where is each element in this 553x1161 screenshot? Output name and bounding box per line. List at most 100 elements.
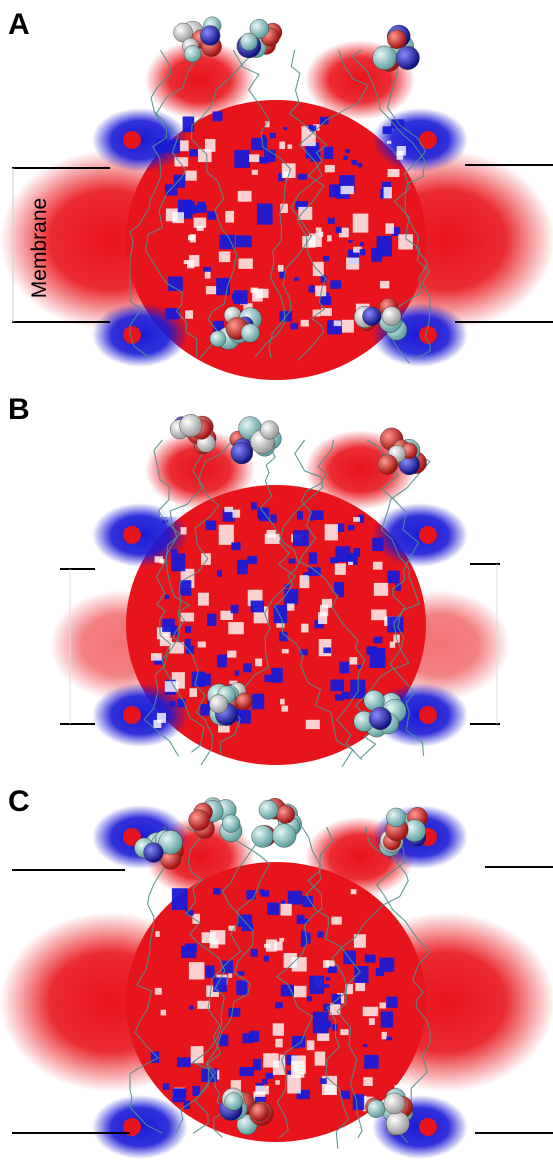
neutral-speckle (237, 190, 252, 202)
neutral-speckle (180, 612, 195, 622)
positive-speckle (200, 704, 210, 716)
negative-cap-left (145, 40, 255, 120)
positive-speckle (330, 557, 338, 564)
neutral-speckle (340, 1029, 349, 1036)
positive-speckle (284, 589, 299, 605)
positive-speckle (261, 890, 270, 897)
positive-speckle (336, 523, 345, 532)
neutral-speckle (159, 559, 165, 564)
residue-cluster (209, 306, 262, 350)
neutral-speckle (323, 960, 330, 968)
positive-speckle (382, 181, 392, 192)
positive-speckle (236, 980, 248, 996)
backbone-chain (331, 826, 409, 1138)
neutral-speckle (291, 957, 307, 972)
neutral-speckle (220, 610, 233, 620)
negative-spot (419, 1118, 437, 1136)
backbone-chain (205, 826, 264, 1138)
atom-sphere (179, 414, 203, 438)
neutral-speckle (272, 1060, 286, 1075)
negative-spot (123, 706, 141, 724)
neutral-speckle (385, 223, 395, 234)
positive-speckle (239, 709, 251, 724)
positive-speckle (238, 971, 245, 976)
positive-speckle (249, 1030, 260, 1043)
neutral-speckle (279, 141, 286, 150)
positive-speckle (301, 918, 309, 924)
space-filling-residues (169, 414, 427, 738)
neutral-speckle (180, 527, 187, 535)
neutral-speckle (306, 1040, 315, 1051)
positive-speckle (308, 552, 318, 565)
neutral-speckle (312, 261, 324, 277)
neutral-speckle (321, 598, 332, 608)
neutral-speckle (398, 234, 413, 250)
atom-sphere (276, 804, 295, 824)
potential-field (50, 430, 510, 765)
positive-speckle (168, 276, 183, 292)
neutral-speckle (218, 524, 234, 545)
neutral-speckle (281, 648, 289, 654)
positive-speckle (325, 1020, 332, 1028)
positive-speckle (201, 1068, 218, 1083)
neutral-speckle (277, 264, 284, 272)
positive-speckle (219, 234, 235, 250)
positive-speckle (262, 1079, 268, 1085)
neutral-speckle (329, 1003, 341, 1015)
neutral-speckle (281, 705, 289, 712)
positive-speckle (235, 235, 252, 248)
positive-speckle (207, 211, 217, 220)
atom-sphere (385, 1111, 410, 1136)
residue-cluster (353, 297, 408, 341)
positive-speckle (239, 1066, 254, 1077)
neutral-speckle (363, 1077, 373, 1087)
positive-speckle (373, 636, 383, 644)
neutral-speckle (197, 149, 212, 163)
neutral-speckle (286, 603, 295, 611)
negative-spot (419, 131, 437, 149)
residue-cluster (173, 16, 222, 63)
neutral-speckle (218, 251, 231, 263)
neutral-speckle (174, 157, 189, 167)
neutral-speckle (153, 719, 162, 728)
positive-speckle (330, 280, 342, 289)
positive-speckle (205, 965, 215, 978)
positive-speckle (150, 1051, 160, 1063)
neutral-speckle (276, 620, 285, 628)
neutral-speckle (299, 575, 310, 589)
positive-speckle (171, 549, 178, 554)
positive-speckle (296, 1089, 310, 1100)
residue-cluster (377, 427, 427, 476)
backbone-chain (143, 439, 234, 757)
neutral-speckle (172, 212, 185, 224)
neutral-speckle (204, 271, 211, 279)
neutral-speckle (379, 280, 390, 289)
backbone-chain (387, 49, 431, 360)
positive-speckle (219, 1034, 229, 1047)
neutral-speckle (314, 1051, 326, 1066)
positive-speckle (352, 1094, 365, 1111)
neutral-speckle (353, 934, 366, 948)
neutral-speckle (280, 903, 292, 916)
neutral-speckle (197, 592, 209, 606)
neutral-speckle (305, 719, 320, 730)
positive-speckle (185, 910, 194, 916)
neutral-speckle (197, 1000, 211, 1009)
backbone-trace (143, 439, 431, 768)
space-filling-residues (173, 16, 420, 350)
positive-speckle (395, 583, 402, 591)
positive-speckle (197, 201, 206, 209)
neutral-speckle (189, 234, 196, 243)
positive-speckle (171, 553, 186, 572)
positive-speckle (250, 600, 265, 613)
neutral-speckle (318, 612, 328, 624)
positive-speckle (194, 205, 207, 213)
positive-speckle (330, 679, 345, 692)
positive-speckle (320, 1078, 327, 1084)
neutral-speckle (250, 287, 258, 293)
positive-speckle (292, 1035, 306, 1048)
positive-speckle (162, 520, 168, 524)
backbone-chain (259, 439, 366, 761)
positive-speckle (375, 967, 385, 977)
neutral-speckle (264, 533, 281, 544)
